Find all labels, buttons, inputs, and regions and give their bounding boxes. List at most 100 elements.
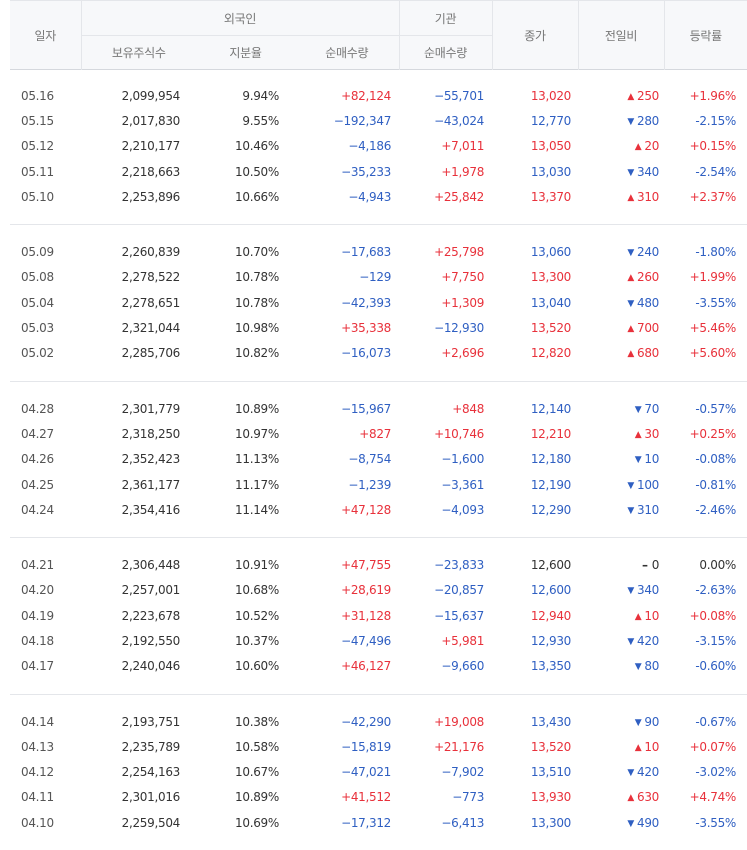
row-change-value: 90 bbox=[644, 715, 659, 729]
row-ratio: 10.82% bbox=[196, 341, 295, 366]
row-change: ▼90 bbox=[578, 709, 664, 734]
row-change-value: 250 bbox=[637, 89, 659, 103]
down-triangle-icon: ▼ bbox=[627, 481, 634, 491]
row-rate: +1.99% bbox=[664, 265, 747, 290]
row-close: 13,370 bbox=[492, 184, 578, 209]
row-ratio: 10.46% bbox=[196, 134, 295, 159]
row-close: 12,600 bbox=[492, 552, 578, 577]
row-change-value: 340 bbox=[637, 583, 659, 597]
row-change: –0 bbox=[578, 552, 664, 577]
row-foreign-net: +827 bbox=[295, 421, 399, 446]
row-change-value: 340 bbox=[637, 165, 659, 179]
row-holdings: 2,352,423 bbox=[81, 447, 196, 472]
row-ratio: 10.98% bbox=[196, 315, 295, 340]
row-holdings: 2,306,448 bbox=[81, 552, 196, 577]
row-rate: -3.15% bbox=[664, 628, 747, 653]
row-rate: +5.60% bbox=[664, 341, 747, 366]
row-foreign-net: +35,338 bbox=[295, 315, 399, 340]
row-inst-net: −43,024 bbox=[399, 108, 492, 133]
row-holdings: 2,257,001 bbox=[81, 578, 196, 603]
row-foreign-net: +82,124 bbox=[295, 83, 399, 108]
row-close: 12,600 bbox=[492, 578, 578, 603]
row-foreign-net: −4,186 bbox=[295, 134, 399, 159]
row-foreign-net: −42,290 bbox=[295, 709, 399, 734]
row-inst-net: −9,660 bbox=[399, 654, 492, 679]
row-inst-net: +848 bbox=[399, 396, 492, 421]
row-change: ▲10 bbox=[578, 603, 664, 628]
row-holdings: 2,099,954 bbox=[81, 83, 196, 108]
header-inst-net: 순매수량 bbox=[399, 36, 492, 70]
row-change: ▲30 bbox=[578, 421, 664, 446]
row-change-value: 630 bbox=[637, 790, 659, 804]
row-ratio: 10.38% bbox=[196, 709, 295, 734]
row-foreign-net: −15,967 bbox=[295, 396, 399, 421]
up-triangle-icon: ▲ bbox=[627, 92, 634, 102]
header-ratio: 지분율 bbox=[196, 36, 295, 70]
row-foreign-net: −192,347 bbox=[295, 108, 399, 133]
row-holdings: 2,017,830 bbox=[81, 108, 196, 133]
down-triangle-icon: ▼ bbox=[635, 405, 642, 415]
row-rate: +0.25% bbox=[664, 421, 747, 446]
up-triangle-icon: ▲ bbox=[635, 612, 642, 622]
row-inst-net: −23,833 bbox=[399, 552, 492, 577]
row-inst-net: −7,902 bbox=[399, 760, 492, 785]
row-holdings: 2,285,706 bbox=[81, 341, 196, 366]
row-change: ▼10 bbox=[578, 447, 664, 472]
row-change: ▼280 bbox=[578, 108, 664, 133]
row-close: 13,060 bbox=[492, 239, 578, 264]
row-change: ▲310 bbox=[578, 184, 664, 209]
row-inst-net: +21,176 bbox=[399, 734, 492, 759]
row-change-value: 420 bbox=[637, 634, 659, 648]
down-triangle-icon: ▼ bbox=[627, 117, 634, 127]
row-change-value: 0 bbox=[652, 558, 659, 572]
row-change: ▲680 bbox=[578, 341, 664, 366]
row-change-value: 700 bbox=[637, 321, 659, 335]
row-holdings: 2,354,416 bbox=[81, 497, 196, 522]
row-foreign-net: +28,619 bbox=[295, 578, 399, 603]
row-change-value: 10 bbox=[644, 609, 659, 623]
row-foreign-net: +47,128 bbox=[295, 497, 399, 522]
row-date: 04.21 bbox=[10, 552, 81, 577]
row-change: ▲10 bbox=[578, 734, 664, 759]
row-ratio: 10.68% bbox=[196, 578, 295, 603]
row-holdings: 2,210,177 bbox=[81, 134, 196, 159]
row-change: ▼70 bbox=[578, 396, 664, 421]
row-date: 04.26 bbox=[10, 447, 81, 472]
row-foreign-net: +47,755 bbox=[295, 552, 399, 577]
row-inst-net: −1,600 bbox=[399, 447, 492, 472]
row-close: 12,820 bbox=[492, 341, 578, 366]
row-date: 04.12 bbox=[10, 760, 81, 785]
header-foreign: 외국인 bbox=[81, 1, 399, 36]
row-holdings: 2,192,550 bbox=[81, 628, 196, 653]
row-date: 05.04 bbox=[10, 290, 81, 315]
row-date: 05.09 bbox=[10, 239, 81, 264]
row-change: ▼340 bbox=[578, 159, 664, 184]
row-ratio: 10.66% bbox=[196, 184, 295, 209]
row-date: 04.14 bbox=[10, 709, 81, 734]
header-close: 종가 bbox=[492, 1, 578, 70]
row-change-value: 490 bbox=[637, 816, 659, 830]
row-foreign-net: +41,512 bbox=[295, 785, 399, 810]
row-foreign-net: −8,754 bbox=[295, 447, 399, 472]
down-triangle-icon: ▼ bbox=[635, 455, 642, 465]
row-date: 04.20 bbox=[10, 578, 81, 603]
row-close: 13,520 bbox=[492, 315, 578, 340]
row-change: ▼420 bbox=[578, 760, 664, 785]
row-date: 04.27 bbox=[10, 421, 81, 446]
row-change-value: 10 bbox=[644, 740, 659, 754]
row-rate: -1.80% bbox=[664, 239, 747, 264]
row-inst-net: −15,637 bbox=[399, 603, 492, 628]
row-inst-net: −55,701 bbox=[399, 83, 492, 108]
row-ratio: 10.52% bbox=[196, 603, 295, 628]
row-close: 12,940 bbox=[492, 603, 578, 628]
row-close: 13,930 bbox=[492, 785, 578, 810]
header-institution: 기관 bbox=[399, 1, 492, 36]
row-inst-net: +19,008 bbox=[399, 709, 492, 734]
